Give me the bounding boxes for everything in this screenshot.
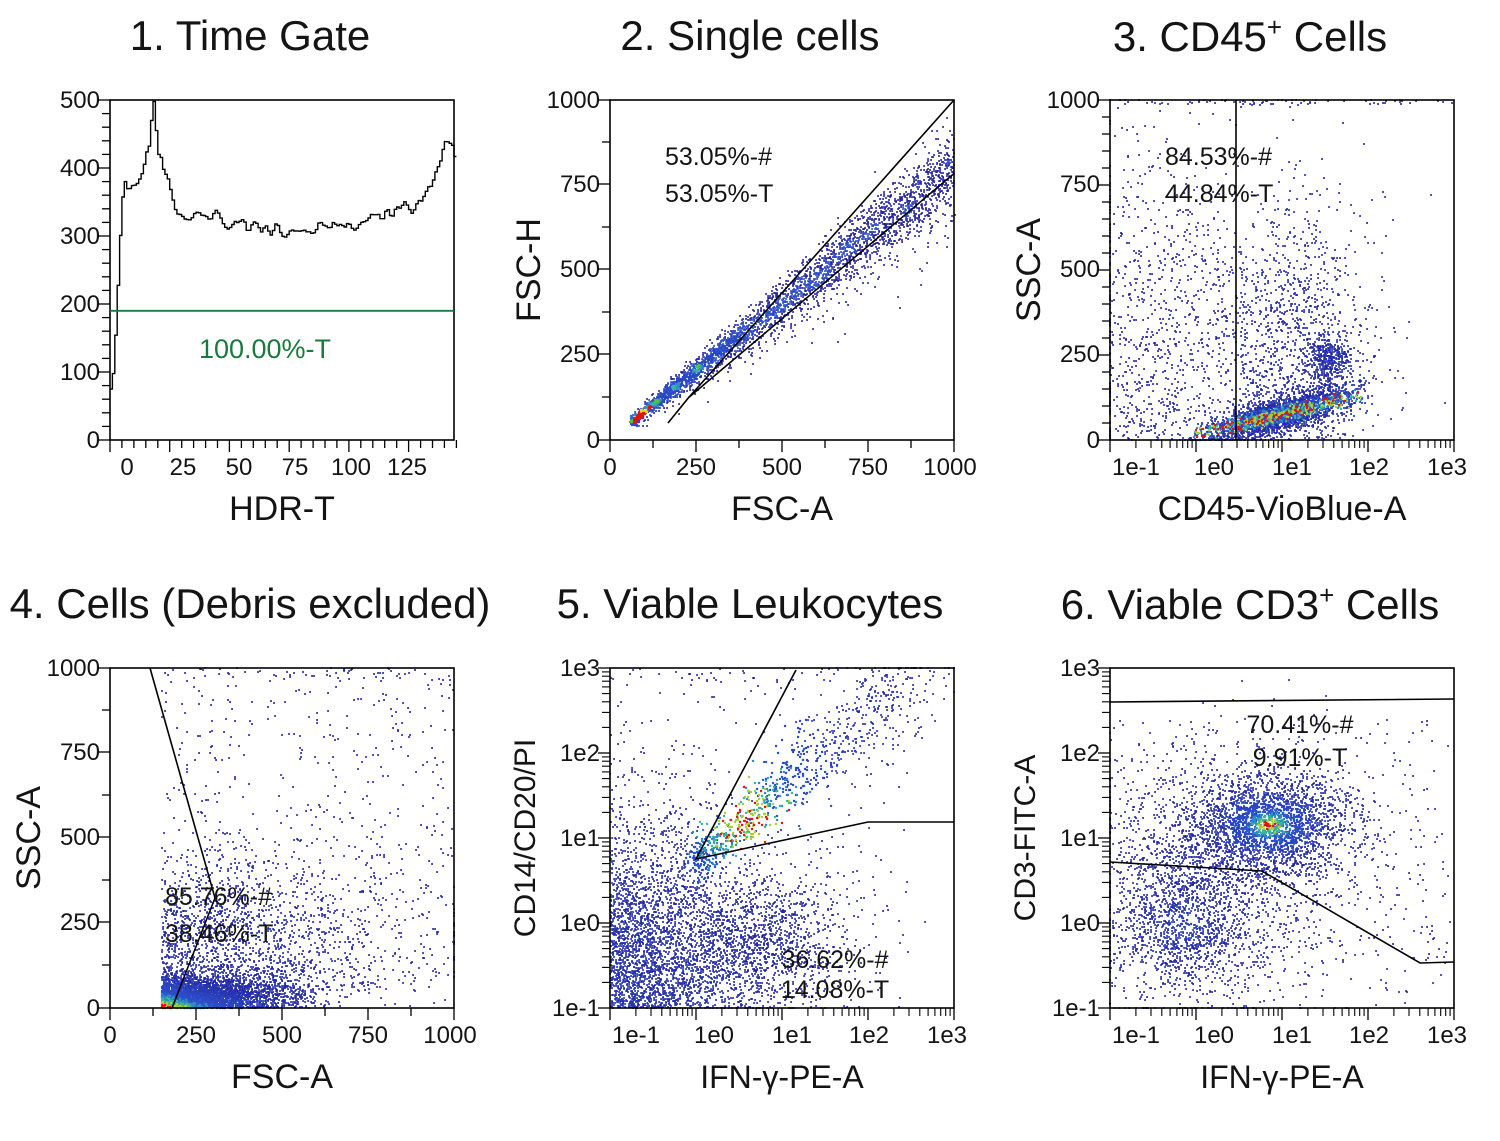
svg-text:500: 500 (1060, 256, 1100, 283)
svg-text:1e0: 1e0 (1194, 1022, 1234, 1049)
svg-text:HDR-T: HDR-T (229, 490, 335, 528)
svg-text:1e-1: 1e-1 (1052, 995, 1100, 1022)
svg-text:1000: 1000 (923, 454, 976, 481)
svg-text:1e-1: 1e-1 (552, 995, 600, 1022)
svg-text:1e-1: 1e-1 (1112, 1022, 1160, 1049)
svg-text:53.05%-#: 53.05%-# (665, 143, 772, 171)
svg-text:1e1: 1e1 (772, 1022, 812, 1049)
svg-text:1e2: 1e2 (560, 740, 600, 767)
svg-text:750: 750 (560, 171, 600, 198)
svg-text:125: 125 (387, 454, 427, 481)
svg-text:SSC-A: SSC-A (10, 786, 48, 890)
svg-text:1000: 1000 (1047, 87, 1100, 114)
svg-text:300: 300 (60, 223, 100, 250)
svg-text:250: 250 (1060, 341, 1100, 368)
svg-text:36.62%-#: 36.62%-# (781, 946, 888, 974)
svg-text:IFN-γ-PE-A: IFN-γ-PE-A (700, 1059, 864, 1095)
svg-text:0: 0 (603, 454, 616, 481)
svg-text:CD45-VioBlue-A: CD45-VioBlue-A (1158, 490, 1407, 528)
svg-text:750: 750 (60, 739, 100, 766)
svg-text:100: 100 (60, 359, 100, 386)
svg-text:250: 250 (676, 454, 716, 481)
svg-text:100: 100 (331, 454, 371, 481)
svg-text:1e0: 1e0 (560, 910, 600, 937)
svg-text:1e2: 1e2 (1060, 740, 1100, 767)
svg-text:1e2: 1e2 (1349, 454, 1389, 481)
svg-text:100.00%-T: 100.00%-T (199, 334, 331, 364)
svg-text:FSC-H: FSC-H (510, 218, 548, 322)
svg-text:1e0: 1e0 (1194, 454, 1234, 481)
svg-text:0: 0 (1087, 427, 1100, 454)
svg-text:500: 500 (560, 256, 600, 283)
svg-text:500: 500 (60, 87, 100, 114)
svg-text:250: 250 (560, 341, 600, 368)
svg-text:1e-1: 1e-1 (612, 1022, 660, 1049)
svg-text:70.41%-#: 70.41%-# (1246, 711, 1353, 739)
svg-text:1e3: 1e3 (1060, 655, 1100, 682)
svg-text:FSC-A: FSC-A (731, 490, 833, 528)
svg-text:500: 500 (60, 824, 100, 851)
svg-text:1e1: 1e1 (1272, 1022, 1312, 1049)
svg-text:1e-1: 1e-1 (1112, 454, 1160, 481)
svg-text:0: 0 (587, 427, 600, 454)
svg-text:IFN-γ-PE-A: IFN-γ-PE-A (1200, 1059, 1364, 1095)
svg-text:SSC-A: SSC-A (1010, 218, 1048, 322)
svg-text:1e2: 1e2 (1349, 1022, 1389, 1049)
svg-text:750: 750 (848, 454, 888, 481)
svg-text:200: 200 (60, 291, 100, 318)
svg-text:500: 500 (762, 454, 802, 481)
svg-text:50: 50 (226, 454, 253, 481)
svg-text:FSC-A: FSC-A (231, 1058, 333, 1096)
svg-text:1e3: 1e3 (560, 655, 600, 682)
svg-text:750: 750 (1060, 171, 1100, 198)
svg-text:400: 400 (60, 155, 100, 182)
svg-text:9.91%-T: 9.91%-T (1253, 744, 1347, 772)
svg-text:14.08%-T: 14.08%-T (781, 976, 889, 1004)
svg-text:1e3: 1e3 (1427, 1022, 1467, 1049)
svg-text:44.84%-T: 44.84%-T (1165, 180, 1273, 208)
svg-text:1e2: 1e2 (849, 1022, 889, 1049)
svg-text:CD14/CD20/PI: CD14/CD20/PI (509, 739, 542, 937)
svg-text:1000: 1000 (423, 1022, 476, 1049)
svg-text:1000: 1000 (547, 87, 600, 114)
svg-text:25: 25 (170, 454, 197, 481)
svg-text:0: 0 (103, 1022, 116, 1049)
svg-text:750: 750 (348, 1022, 388, 1049)
svg-text:1e3: 1e3 (927, 1022, 967, 1049)
svg-text:0: 0 (87, 427, 100, 454)
svg-text:1000: 1000 (47, 655, 100, 682)
svg-text:84.53%-#: 84.53%-# (1165, 143, 1272, 171)
svg-text:1e1: 1e1 (560, 825, 600, 852)
svg-text:1e0: 1e0 (694, 1022, 734, 1049)
svg-text:0: 0 (120, 454, 133, 481)
svg-text:85.76%-#: 85.76%-# (165, 883, 272, 911)
svg-text:75: 75 (282, 454, 309, 481)
svg-text:CD3-FITC-A: CD3-FITC-A (1009, 755, 1042, 922)
svg-text:500: 500 (262, 1022, 302, 1049)
svg-text:53.05%-T: 53.05%-T (665, 180, 773, 208)
svg-text:1e0: 1e0 (1060, 910, 1100, 937)
svg-text:38.46%-T: 38.46%-T (165, 920, 273, 948)
svg-text:250: 250 (176, 1022, 216, 1049)
svg-text:1e1: 1e1 (1272, 454, 1312, 481)
svg-text:250: 250 (60, 909, 100, 936)
svg-text:1e3: 1e3 (1427, 454, 1467, 481)
svg-text:1e1: 1e1 (1060, 825, 1100, 852)
svg-text:0: 0 (87, 995, 100, 1022)
